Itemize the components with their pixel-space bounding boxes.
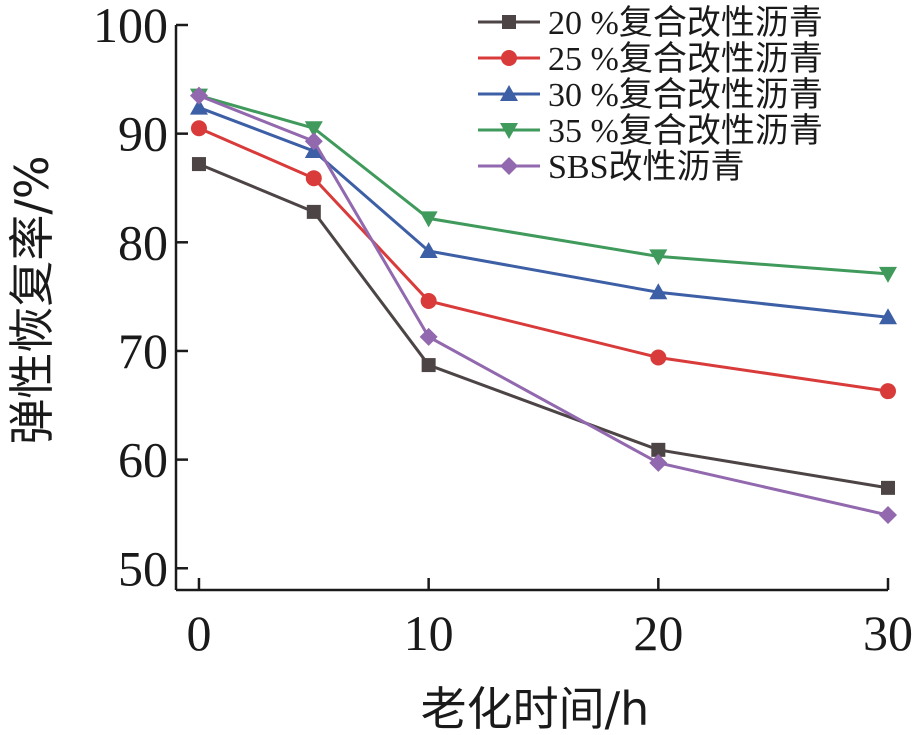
data-point	[189, 86, 208, 105]
legend-marker	[500, 157, 518, 175]
axes: 50 60 70 80 90 100 0 10 20 30	[93, 0, 913, 661]
data-point	[190, 120, 207, 137]
y-tick-label: 100	[93, 0, 168, 53]
legend-entry-2: 25 %复合改性沥青	[478, 40, 823, 78]
legend-entry-1: 20 %复合改性沥青	[478, 4, 823, 42]
series-line	[198, 126, 889, 393]
data-point	[879, 266, 897, 283]
data-point	[650, 349, 667, 366]
data-point	[649, 283, 668, 300]
data-point	[649, 453, 668, 472]
legend-marker	[500, 85, 518, 101]
data-point	[305, 170, 322, 187]
legend-label: 20 %复合改性沥青	[548, 4, 823, 42]
data-point	[304, 121, 323, 138]
data-point	[419, 327, 438, 346]
y-tick-label: 50	[118, 540, 168, 596]
series-5	[189, 86, 897, 525]
data-point	[419, 242, 438, 258]
data-point	[419, 211, 438, 228]
data-point	[879, 308, 897, 325]
x-tick-label: 20	[633, 605, 683, 661]
x-tick-label: 30	[863, 605, 913, 661]
series-2	[190, 120, 896, 400]
data-point	[879, 506, 897, 525]
legend-entry-4: 35 %复合改性沥青	[478, 112, 823, 150]
data-point	[189, 98, 208, 115]
legend-label: SBS改性沥青	[548, 148, 745, 186]
x-tick-label: 0	[186, 605, 211, 661]
data-point	[191, 157, 206, 172]
data-point	[421, 358, 436, 373]
x-axis-label: 老化时间/h	[421, 682, 650, 735]
legend-label: 30 %复合改性沥青	[548, 76, 823, 114]
legend-label: 35 %复合改性沥青	[548, 112, 823, 150]
data-point	[881, 480, 895, 495]
data-point	[304, 132, 323, 151]
series-1	[191, 157, 895, 495]
series-layer	[189, 86, 897, 525]
data-point	[420, 292, 437, 309]
legend-label: 25 %复合改性沥青	[548, 40, 823, 78]
y-axis-label: 弹性恢复率/%	[5, 155, 59, 444]
data-point	[306, 204, 321, 219]
data-point	[880, 383, 896, 400]
y-tick-label: 70	[118, 323, 168, 379]
legend-marker	[500, 123, 518, 139]
data-point	[651, 442, 666, 457]
legend-marker	[502, 15, 516, 29]
legend-marker	[501, 50, 517, 66]
series-line	[198, 162, 889, 490]
x-tick-label: 10	[404, 605, 454, 661]
series-4	[189, 88, 897, 283]
legend-entry-3: 30 %复合改性沥青	[478, 76, 823, 114]
legend-entry-5: SBS改性沥青	[478, 148, 745, 186]
y-tick-label: 60	[118, 432, 168, 488]
data-point	[649, 249, 668, 266]
y-tick-label: 80	[118, 214, 168, 270]
y-tick-label: 90	[118, 106, 168, 162]
